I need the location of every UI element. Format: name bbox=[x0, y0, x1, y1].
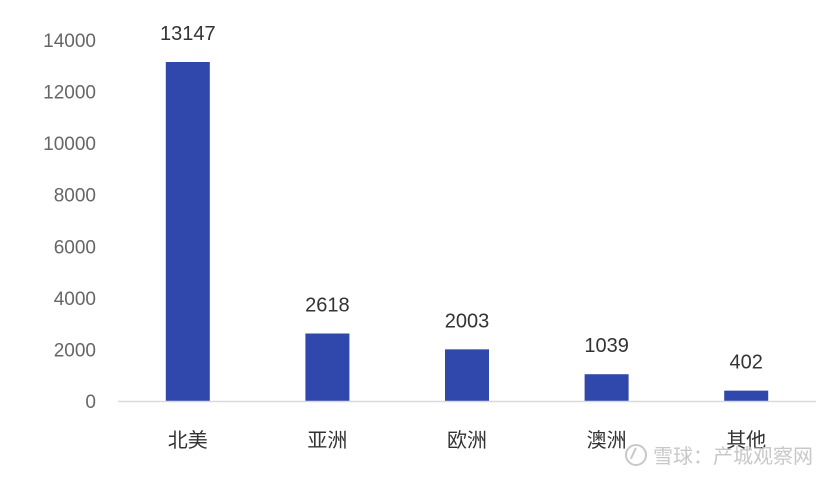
data-label: 2003 bbox=[445, 310, 490, 332]
y-tick-label: 4000 bbox=[54, 289, 96, 310]
y-tick-label: 14000 bbox=[43, 31, 96, 52]
bars bbox=[165, 61, 769, 402]
x-tick-label: 欧洲 bbox=[447, 428, 487, 452]
bar bbox=[584, 374, 629, 401]
x-tick-label: 北美 bbox=[168, 428, 208, 452]
bar bbox=[305, 333, 350, 401]
bar bbox=[724, 390, 769, 401]
x-tick-label: 亚洲 bbox=[307, 428, 347, 452]
x-tick-label: 澳洲 bbox=[587, 428, 627, 452]
y-axis-ticks: 0 2000 4000 6000 8000 10000 12000 14000 bbox=[43, 31, 96, 413]
snowball-logo-icon bbox=[625, 443, 647, 466]
bar bbox=[165, 61, 210, 402]
x-tick-label: 其他 bbox=[726, 428, 766, 452]
y-tick-label: 0 bbox=[85, 392, 96, 413]
bar bbox=[445, 349, 489, 401]
y-tick-label: 8000 bbox=[54, 186, 96, 207]
watermark-text: 雪球：产城观察网 bbox=[653, 444, 813, 468]
data-label: 402 bbox=[730, 352, 763, 374]
data-label: 13147 bbox=[160, 23, 216, 45]
y-tick-label: 2000 bbox=[54, 340, 96, 361]
data-label: 2618 bbox=[305, 294, 350, 316]
data-label: 1039 bbox=[584, 335, 629, 357]
y-tick-label: 12000 bbox=[43, 83, 96, 104]
y-tick-label: 6000 bbox=[54, 237, 96, 258]
data-labels: 13147 2618 2003 1039 402 bbox=[160, 23, 763, 374]
x-axis-ticks: 北美 亚洲 欧洲 澳洲 其他 bbox=[168, 428, 766, 452]
y-tick-label: 10000 bbox=[43, 134, 96, 155]
watermark: 雪球：产城观察网 bbox=[625, 440, 813, 469]
